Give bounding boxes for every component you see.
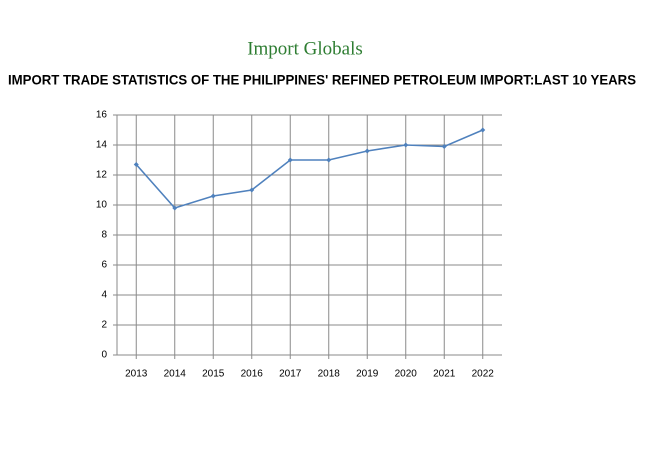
- data-point: [480, 127, 486, 133]
- x-tick-label: 2016: [241, 369, 264, 380]
- y-tick-label: 4: [101, 290, 107, 301]
- y-tick-label: 6: [101, 260, 107, 271]
- x-tick-label: 2017: [279, 369, 302, 380]
- data-point: [249, 187, 255, 193]
- x-tick-label: 2019: [356, 369, 379, 380]
- brand-logo: Import Globals: [247, 38, 363, 59]
- x-tick-label: 2022: [472, 369, 495, 380]
- data-point: [172, 205, 178, 211]
- data-point: [403, 142, 409, 148]
- y-tick-label: 12: [96, 170, 108, 181]
- chart-title: IMPORT TRADE STATISTICS OF THE PHILIPPIN…: [8, 72, 636, 88]
- x-tick-label: 2015: [202, 369, 225, 380]
- data-line: [135, 129, 484, 209]
- x-tick-label: 2018: [318, 369, 341, 380]
- y-tick-label: 14: [96, 140, 108, 151]
- data-point: [133, 162, 139, 167]
- data-point: [287, 157, 293, 163]
- data-point: [441, 144, 447, 149]
- x-tick-label: 2014: [164, 369, 187, 380]
- x-tick-label: 2021: [433, 369, 456, 380]
- x-tick-label: 2020: [395, 369, 418, 380]
- y-tick-label: 2: [101, 320, 107, 331]
- x-tick-label: 2013: [125, 369, 148, 380]
- y-tick-label: 0: [101, 350, 107, 361]
- data-point: [364, 148, 370, 154]
- data-point: [326, 157, 332, 163]
- data-point: [210, 193, 216, 199]
- y-tick-label: 8: [101, 230, 107, 241]
- y-tick-label: 16: [96, 110, 108, 121]
- y-tick-label: 10: [96, 200, 108, 211]
